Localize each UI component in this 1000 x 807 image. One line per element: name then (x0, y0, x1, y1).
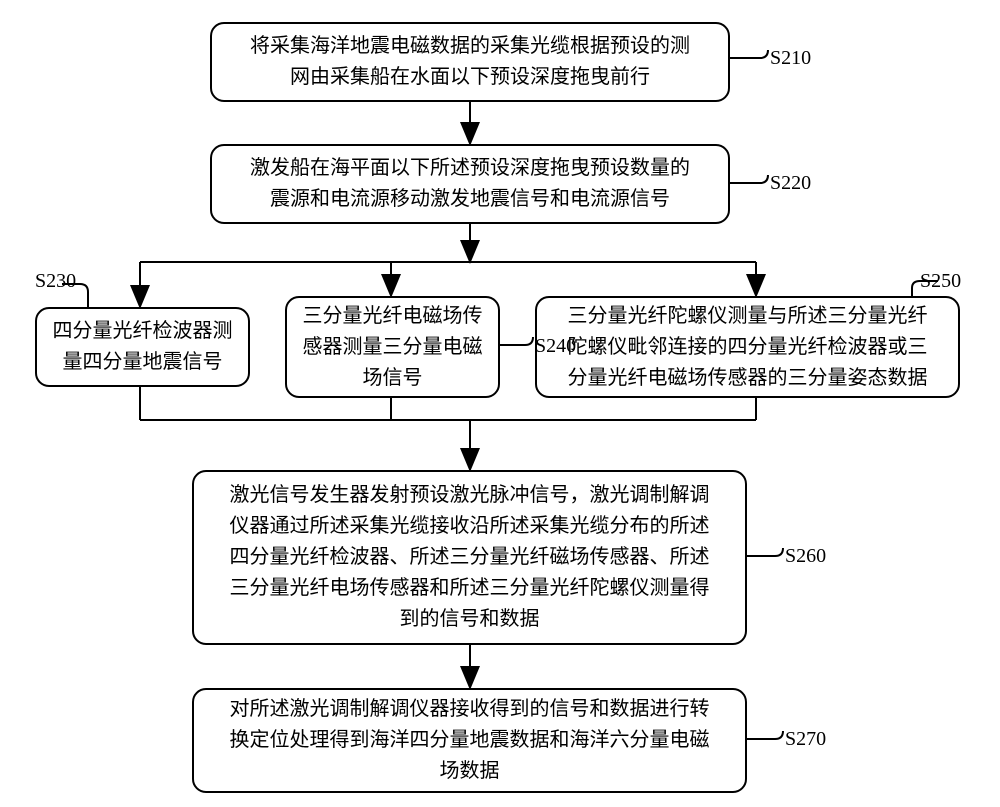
label-s240: S240 (535, 335, 576, 358)
arrows-layer (0, 0, 1000, 807)
node-s260: 激光信号发生器发射预设激光脉冲信号，激光调制解调仪器通过所述采集光缆接收沿所述采… (192, 470, 747, 645)
node-s270: 对所述激光调制解调仪器接收得到的信号和数据进行转换定位处理得到海洋四分量地震数据… (192, 688, 747, 793)
label-s260: S260 (785, 545, 826, 568)
node-s210: 将采集海洋地震电磁数据的采集光缆根据预设的测网由采集船在水面以下预设深度拖曳前行 (210, 22, 730, 102)
node-s230-text: 四分量光纤检波器测量四分量地震信号 (53, 316, 233, 378)
label-s230: S230 (35, 270, 76, 293)
node-s260-text: 激光信号发生器发射预设激光脉冲信号，激光调制解调仪器通过所述采集光缆接收沿所述采… (230, 480, 710, 635)
label-s270: S270 (785, 728, 826, 751)
label-s220: S220 (770, 172, 811, 195)
node-s270-text: 对所述激光调制解调仪器接收得到的信号和数据进行转换定位处理得到海洋四分量地震数据… (230, 694, 710, 787)
node-s240-text: 三分量光纤电磁场传感器测量三分量电磁场信号 (303, 301, 483, 394)
flowchart-canvas: 将采集海洋地震电磁数据的采集光缆根据预设的测网由采集船在水面以下预设深度拖曳前行… (0, 0, 1000, 807)
node-s220-text: 激发船在海平面以下所述预设深度拖曳预设数量的震源和电流源移动激发地震信号和电流源… (250, 153, 690, 215)
label-s210: S210 (770, 47, 811, 70)
node-s210-text: 将采集海洋地震电磁数据的采集光缆根据预设的测网由采集船在水面以下预设深度拖曳前行 (250, 31, 690, 93)
node-s230: 四分量光纤检波器测量四分量地震信号 (35, 307, 250, 387)
label-s250: S250 (920, 270, 961, 293)
node-s250: 三分量光纤陀螺仪测量与所述三分量光纤陀螺仪毗邻连接的四分量光纤检波器或三分量光纤… (535, 296, 960, 398)
node-s250-text: 三分量光纤陀螺仪测量与所述三分量光纤陀螺仪毗邻连接的四分量光纤检波器或三分量光纤… (568, 301, 928, 394)
node-s240: 三分量光纤电磁场传感器测量三分量电磁场信号 (285, 296, 500, 398)
node-s220: 激发船在海平面以下所述预设深度拖曳预设数量的震源和电流源移动激发地震信号和电流源… (210, 144, 730, 224)
